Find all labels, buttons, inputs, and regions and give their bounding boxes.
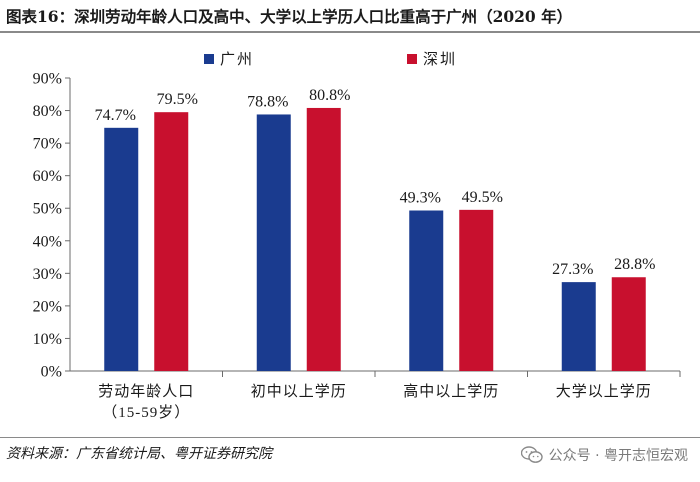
data-label: 28.8%	[614, 256, 655, 273]
watermark: 公众号 · 粤开志恒宏观	[520, 444, 688, 466]
bar-guangzhou	[256, 114, 291, 371]
bar-guangzhou	[104, 127, 139, 371]
data-label: 27.3%	[552, 261, 593, 278]
x-category-label: 劳动年龄人口	[98, 383, 194, 400]
data-label: 49.5%	[462, 189, 503, 206]
x-category-label: 高中以上学历	[403, 383, 499, 400]
y-tick-label: 90%	[33, 71, 62, 88]
data-label: 79.5%	[157, 91, 198, 108]
y-tick-label: 30%	[33, 266, 62, 283]
y-tick-label: 0%	[41, 364, 62, 381]
wechat-icon	[520, 446, 543, 464]
data-label: 78.8%	[247, 93, 288, 110]
bar-shenzhen	[459, 209, 494, 371]
legend-label: 广州	[220, 51, 254, 68]
watermark-text: 公众号 · 粤开志恒宏观	[548, 448, 688, 464]
y-tick-label: 60%	[33, 168, 62, 185]
chart-title: 图表16：深圳劳动年龄人口及高中、大学以上学历人口比重高于广州（2020 年）	[6, 7, 573, 26]
footer-divider	[0, 437, 700, 438]
y-tick-label: 80%	[33, 103, 62, 120]
legend-swatch-guangzhou	[204, 54, 214, 64]
legend-swatch-shenzhen	[407, 54, 417, 64]
data-label: 74.7%	[95, 107, 136, 124]
bar-guangzhou	[561, 282, 596, 371]
title-divider	[0, 31, 700, 33]
y-tick-label: 70%	[33, 136, 62, 153]
source-note: 资料来源：广东省统计局、粤开证券研究院	[6, 446, 272, 462]
y-tick-label: 50%	[33, 201, 62, 218]
bar-shenzhen	[306, 107, 341, 371]
bar-chart: 0% 10% 20% 30% 40% 50% 60% 70% 80% 90% 74.7% 79.5% 劳…	[33, 51, 681, 421]
bar-shenzhen	[611, 277, 646, 371]
bar-guangzhou	[409, 210, 444, 371]
bar-shenzhen	[154, 112, 189, 371]
data-label: 49.3%	[400, 190, 441, 207]
y-tick-label: 40%	[33, 233, 62, 250]
x-category-label: 初中以上学历	[251, 383, 347, 400]
legend-label: 深圳	[423, 51, 457, 68]
x-category-label: （15-59岁）	[102, 404, 190, 421]
y-tick-label: 10%	[33, 331, 62, 348]
data-label: 80.8%	[309, 87, 350, 104]
y-tick-label: 20%	[33, 298, 62, 315]
x-category-label: 大学以上学历	[556, 383, 652, 400]
